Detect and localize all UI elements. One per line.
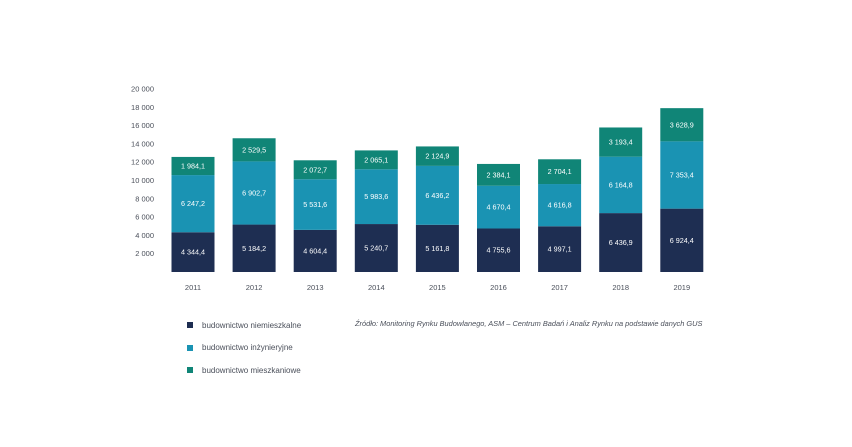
- bar-segment: [171, 232, 215, 272]
- data-label: 6 436,9: [609, 238, 633, 247]
- x-tick-label: 2012: [246, 283, 263, 292]
- y-tick-label: 20 000: [131, 85, 154, 94]
- y-tick-label: 18 000: [131, 103, 154, 112]
- data-label: 2 384,1: [487, 170, 511, 179]
- x-tick-label: 2011: [185, 283, 201, 292]
- x-axis: 2011 2012 2013 2014 2015 2016 2017 2018 2019: [185, 283, 690, 292]
- bar-segment: [171, 156, 215, 176]
- x-tick-label: 2016: [490, 283, 507, 292]
- legend-label-mieszkaniowe: budownictwo mieszkaniowe: [202, 365, 301, 375]
- bar-segment: [415, 146, 459, 166]
- y-tick-label: 2 000: [135, 249, 154, 258]
- bar-segment: [660, 108, 704, 142]
- data-label: 3 193,4: [609, 138, 633, 147]
- data-label: 1 984,1: [181, 162, 205, 171]
- bar-segment: [599, 213, 643, 272]
- bar-segment: [660, 141, 704, 209]
- bar-segment: [599, 127, 643, 157]
- bar-segment: [660, 208, 704, 272]
- y-tick-label: 10 000: [131, 176, 154, 185]
- x-tick-label: 2015: [429, 283, 446, 292]
- x-tick-label: 2019: [673, 283, 690, 292]
- y-tick-label: 6 000: [135, 213, 154, 222]
- bar-segment: [354, 224, 398, 272]
- bar-segment: [293, 160, 337, 180]
- y-tick-label: 16 000: [131, 121, 154, 130]
- data-label: 4 670,4: [487, 203, 511, 212]
- legend-swatch-niemieszkalne: [187, 322, 193, 328]
- bar-segment: [232, 138, 276, 162]
- data-label: 7 353,4: [670, 170, 694, 179]
- bar-segment: [171, 175, 215, 233]
- legend-swatch-mieszkaniowe: [187, 367, 193, 373]
- bar-segment: [232, 161, 276, 225]
- legend-item-inzynieryjne: budownictwo inżynieryjne: [187, 341, 301, 355]
- source-note: Źródło: Monitoring Rynku Budowlanego, AS…: [355, 319, 703, 328]
- bars-area: 4 344,4 6 247,2 1 984,1 5 184,2 6 902,7 2 529…: [171, 108, 704, 272]
- data-label: 6 164,8: [609, 180, 633, 189]
- data-label: 2 529,5: [242, 145, 266, 154]
- data-label: 5 184,2: [242, 244, 266, 253]
- x-tick-label: 2014: [368, 283, 385, 292]
- data-label: 4 604,4: [303, 246, 327, 255]
- bar-segment: [232, 224, 276, 272]
- bar-segment: [354, 169, 398, 225]
- x-tick-label: 2017: [551, 283, 568, 292]
- bar-segment: [477, 228, 520, 272]
- y-tick-label: 4 000: [135, 231, 154, 240]
- bar-segment: [293, 179, 337, 230]
- bar-segment: [538, 184, 582, 227]
- legend-label-inzynieryjne: budownictwo inżynieryjne: [202, 343, 293, 352]
- legend-label-niemieszkalne: budownictwo niemieszkalne: [202, 320, 302, 330]
- bar-segment: [538, 159, 582, 185]
- bar-segment: [415, 224, 459, 272]
- data-label: 2 072,7: [303, 165, 327, 174]
- y-tick-label: 12 000: [131, 158, 154, 167]
- data-label: 5 531,6: [303, 200, 327, 209]
- data-label: 3 628,9: [670, 120, 694, 129]
- bar-segment: [477, 185, 520, 229]
- data-label: 4 755,6: [487, 246, 511, 255]
- data-label: 6 924,4: [670, 236, 694, 245]
- data-label: 6 902,7: [242, 188, 266, 197]
- bar-segment: [599, 156, 643, 214]
- data-label: 2 124,9: [425, 152, 449, 161]
- bar-segment: [354, 150, 398, 170]
- bar-segment: [415, 165, 459, 225]
- bar-segment: [538, 226, 582, 272]
- bar-segment: [293, 229, 337, 272]
- data-label: 4 616,8: [548, 201, 572, 210]
- data-label: 2 704,1: [548, 167, 572, 176]
- data-label: 5 161,8: [425, 244, 449, 253]
- data-label: 2 065,1: [364, 155, 388, 164]
- data-label: 5 240,7: [364, 244, 388, 253]
- x-tick-label: 2018: [612, 283, 629, 292]
- data-label: 4 997,1: [548, 245, 572, 254]
- legend: budownictwo niemieszkalne budownictwo in…: [187, 318, 301, 386]
- data-label: 5 983,6: [364, 192, 388, 201]
- y-tick-label: 14 000: [131, 139, 154, 148]
- data-label: 4 344,4: [181, 248, 205, 257]
- y-tick-label: 8 000: [135, 194, 154, 203]
- data-label: 6 436,2: [425, 191, 449, 200]
- data-label: 6 247,2: [181, 199, 205, 208]
- bar-segment: [477, 163, 520, 186]
- x-tick-label: 2013: [307, 283, 324, 292]
- legend-item-niemieszkalne: budownictwo niemieszkalne: [187, 318, 301, 332]
- y-axis: 2 000 4 000 6 000 8 000 10 000 12 000 14 000 16…: [131, 85, 154, 259]
- legend-swatch-inzynieryjne: [187, 344, 193, 351]
- legend-item-mieszkaniowe: budownictwo mieszkaniowe: [187, 363, 301, 377]
